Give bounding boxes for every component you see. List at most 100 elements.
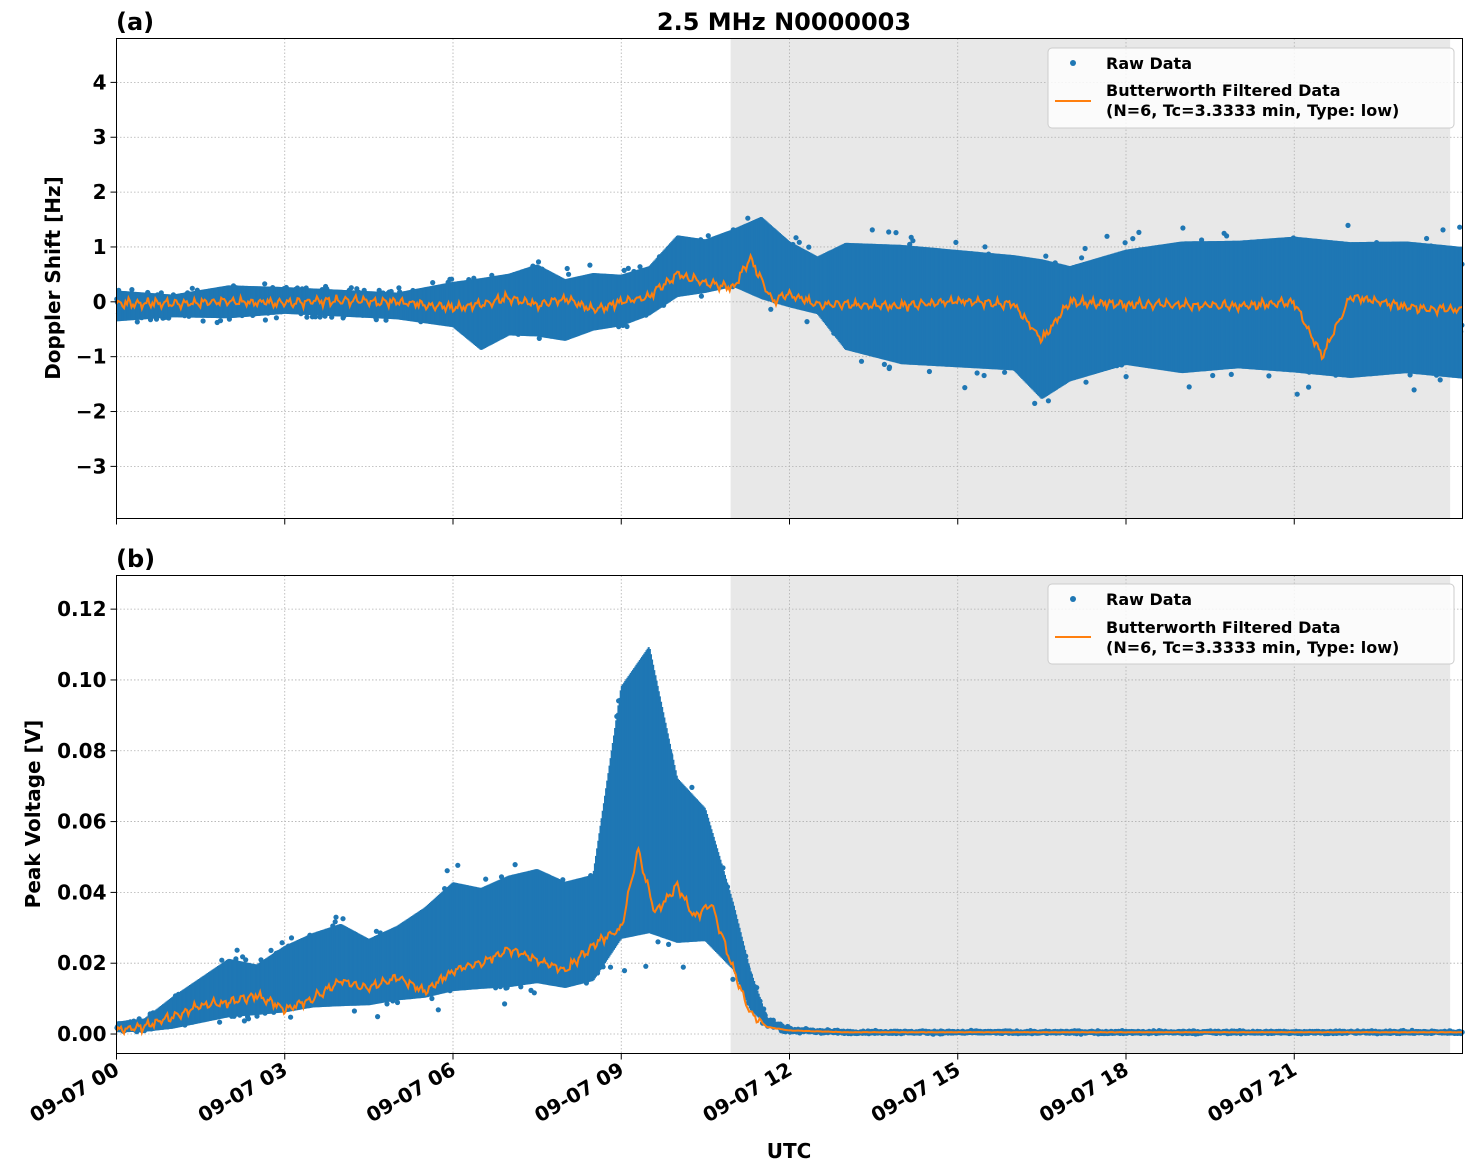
raw-point bbox=[882, 362, 887, 367]
raw-point bbox=[886, 229, 891, 234]
raw-point bbox=[449, 277, 454, 282]
raw-point bbox=[502, 1001, 507, 1006]
raw-point bbox=[859, 359, 864, 364]
raw-point bbox=[1345, 223, 1350, 228]
raw-point bbox=[1032, 401, 1037, 406]
raw-point bbox=[655, 939, 660, 944]
raw-point bbox=[643, 964, 648, 969]
legend-filtered-label2-a: (N=6, Tc=3.3333 min, Type: low) bbox=[1106, 101, 1399, 120]
raw-point bbox=[352, 1008, 357, 1013]
raw-point bbox=[797, 240, 802, 245]
raw-point bbox=[565, 266, 570, 271]
raw-point bbox=[706, 233, 711, 238]
raw-point bbox=[135, 319, 140, 324]
raw-point bbox=[340, 916, 345, 921]
raw-point bbox=[349, 285, 354, 290]
raw-point bbox=[243, 957, 248, 962]
y-axis-label-a: Doppler Shift [Hz] bbox=[41, 176, 65, 380]
y-tick-label: −2 bbox=[76, 400, 107, 424]
y-tick-label: 2 bbox=[93, 180, 107, 204]
raw-point bbox=[1187, 384, 1192, 389]
raw-point bbox=[1210, 373, 1215, 378]
raw-point bbox=[1046, 398, 1051, 403]
raw-point bbox=[262, 281, 267, 286]
raw-point bbox=[927, 369, 932, 374]
raw-point bbox=[745, 216, 750, 221]
raw-point bbox=[768, 307, 773, 312]
raw-point bbox=[681, 965, 686, 970]
raw-point bbox=[1043, 254, 1048, 259]
raw-point bbox=[1083, 380, 1088, 385]
raw-point bbox=[280, 940, 285, 945]
y-tick-label: 4 bbox=[93, 70, 107, 94]
y-tick-label: −1 bbox=[76, 345, 107, 369]
raw-point bbox=[436, 1007, 441, 1012]
raw-point bbox=[190, 286, 195, 291]
raw-point bbox=[975, 370, 980, 375]
panel-label-a: (a) bbox=[116, 8, 154, 36]
raw-point bbox=[1002, 370, 1007, 375]
raw-point bbox=[483, 877, 488, 882]
raw-point bbox=[201, 318, 206, 323]
raw-point bbox=[455, 863, 460, 868]
figure-title: 2.5 MHz N0000003 bbox=[657, 8, 911, 36]
raw-point bbox=[1424, 236, 1429, 241]
raw-point bbox=[1224, 233, 1229, 238]
raw-point bbox=[268, 948, 273, 953]
raw-point bbox=[1229, 372, 1234, 377]
raw-point bbox=[1266, 373, 1271, 378]
raw-point bbox=[1440, 227, 1445, 232]
y-tick-label: −3 bbox=[76, 454, 107, 478]
raw-point bbox=[1130, 236, 1135, 241]
raw-point bbox=[536, 259, 541, 264]
raw-point bbox=[304, 315, 309, 320]
raw-point bbox=[288, 1015, 293, 1020]
raw-point bbox=[893, 230, 898, 235]
legend-a: Raw Data Butterworth Filtered Data (N=6,… bbox=[1048, 48, 1454, 128]
raw-point bbox=[246, 1016, 251, 1021]
raw-point bbox=[910, 238, 915, 243]
raw-point bbox=[982, 373, 987, 378]
legend-filtered-label1-a: Butterworth Filtered Data bbox=[1106, 81, 1341, 100]
raw-point bbox=[1306, 385, 1311, 390]
raw-point bbox=[608, 965, 613, 970]
raw-point bbox=[1295, 392, 1300, 397]
raw-point bbox=[333, 915, 338, 920]
raw-point bbox=[289, 935, 294, 940]
y-tick-label: 0 bbox=[93, 290, 107, 314]
raw-point bbox=[953, 240, 958, 245]
raw-point bbox=[1438, 377, 1443, 382]
raw-point bbox=[1083, 246, 1088, 251]
raw-point bbox=[699, 294, 704, 299]
raw-point bbox=[666, 942, 671, 947]
y-tick-label: 1 bbox=[93, 235, 107, 259]
raw-point bbox=[218, 318, 223, 323]
raw-point bbox=[1104, 234, 1109, 239]
raw-point bbox=[219, 958, 224, 963]
raw-point bbox=[622, 968, 627, 973]
raw-point bbox=[1412, 387, 1417, 392]
raw-point bbox=[375, 1014, 380, 1019]
raw-point bbox=[1123, 240, 1128, 245]
raw-point bbox=[1136, 230, 1141, 235]
raw-point bbox=[566, 272, 571, 277]
raw-point bbox=[429, 996, 434, 1001]
raw-point bbox=[626, 266, 631, 271]
raw-point bbox=[445, 868, 450, 873]
raw-point bbox=[1079, 255, 1084, 260]
raw-point bbox=[1180, 225, 1185, 230]
raw-point bbox=[870, 227, 875, 232]
raw-point bbox=[962, 385, 967, 390]
raw-point bbox=[333, 919, 338, 924]
raw-point bbox=[804, 319, 809, 324]
raw-point bbox=[217, 1020, 222, 1025]
raw-point bbox=[689, 785, 694, 790]
raw-point bbox=[982, 244, 987, 249]
legend-raw-label-a: Raw Data bbox=[1106, 54, 1192, 73]
raw-point bbox=[887, 365, 892, 370]
